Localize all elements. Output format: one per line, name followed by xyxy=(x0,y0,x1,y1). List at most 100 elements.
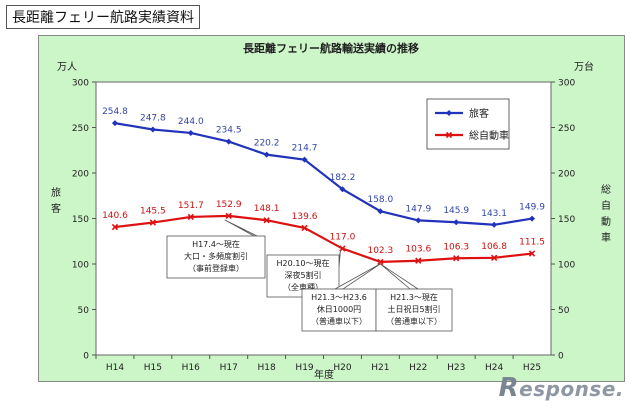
y-tick-label-left: 300 xyxy=(72,79,89,89)
data-label: 244.0 xyxy=(178,117,204,127)
annotation-text: 休日1000円 xyxy=(317,304,361,314)
data-point-passenger xyxy=(301,156,308,163)
annotation-text: H21.3～H23.6 xyxy=(311,293,367,302)
y-tick-label-right: 150 xyxy=(558,215,575,225)
data-point-vehicle xyxy=(301,224,308,232)
legend-marker xyxy=(445,131,453,139)
data-label: 148.1 xyxy=(254,204,280,214)
x-tick-label: H16 xyxy=(182,363,200,373)
y-tick-label-right: 100 xyxy=(558,261,575,271)
x-tick-label: H15 xyxy=(144,363,162,373)
legend-marker xyxy=(446,110,452,116)
x-axis-label: 年度 xyxy=(314,368,334,381)
data-label: 151.7 xyxy=(178,201,204,211)
annotation-box xyxy=(301,288,377,332)
data-point-passenger xyxy=(187,129,194,136)
y-tick-label-right: 250 xyxy=(558,124,575,134)
watermark-text: esponse. xyxy=(519,377,624,401)
y-axis-label-left: 旅客 xyxy=(51,186,61,215)
annotation-text: H17.4～現在 xyxy=(192,239,240,249)
annotation-text: （普通車以下） xyxy=(386,316,442,326)
y-tick-label-left: 0 xyxy=(83,352,89,362)
data-label: 140.6 xyxy=(102,211,128,221)
data-point-passenger xyxy=(225,138,232,145)
data-label: 139.6 xyxy=(292,212,318,222)
data-label: 106.3 xyxy=(443,242,469,252)
annotation-text: （全車種） xyxy=(283,282,323,292)
x-tick-label: H17 xyxy=(220,363,238,373)
annotation-text: H20.10～現在 xyxy=(277,258,330,268)
annotation-text: 土日祝日5割引 xyxy=(387,304,440,314)
x-tick-label: H21 xyxy=(371,363,389,373)
data-label: 234.5 xyxy=(216,126,242,136)
data-label: 214.7 xyxy=(292,144,318,154)
data-point-passenger xyxy=(415,217,422,224)
y-axis-label-right: 総自動車 xyxy=(601,183,611,244)
data-label: 254.8 xyxy=(102,107,128,117)
x-tick-label: H19 xyxy=(295,363,313,373)
legend-box xyxy=(426,98,510,150)
annotation-text: （普通車以下） xyxy=(311,316,367,326)
annotation-text: 大口・多頻度割引 xyxy=(184,251,248,261)
data-point-vehicle xyxy=(415,257,422,264)
annotation-box xyxy=(166,235,266,279)
data-label: 220.2 xyxy=(254,139,280,149)
y-tick-label-left: 250 xyxy=(72,124,89,134)
data-label: 145.9 xyxy=(443,206,469,216)
y-unit-right: 万台 xyxy=(574,60,594,73)
y-tick-label-right: 50 xyxy=(558,306,570,316)
data-point-vehicle xyxy=(490,254,498,261)
y-tick-label-right: 200 xyxy=(558,170,575,180)
data-label: 117.0 xyxy=(330,233,356,243)
data-label: 149.9 xyxy=(519,203,545,213)
series-line-1 xyxy=(114,214,533,264)
data-point-vehicle xyxy=(149,219,157,226)
x-tick-label: H14 xyxy=(106,363,124,373)
chart-area: 長距離フェリー航路輸送実績の推移万人 万台 0 0 50 50 100 100 150 150 20… xyxy=(38,35,625,382)
y-tick-label-right: 0 xyxy=(558,352,564,362)
watermark-initial: R xyxy=(498,373,520,403)
data-label: 182.2 xyxy=(330,173,356,183)
data-point-passenger xyxy=(111,120,118,127)
x-tick-label: H18 xyxy=(258,363,276,373)
watermark-logo: Response. xyxy=(499,373,624,403)
data-point-vehicle xyxy=(377,258,384,266)
annotation-box xyxy=(375,288,453,332)
x-tick-label: H23 xyxy=(447,363,465,373)
y-tick-label-right: 300 xyxy=(558,79,575,89)
annotation-text: 深夜5割引 xyxy=(284,270,321,280)
data-label: 103.6 xyxy=(405,245,431,255)
data-point-vehicle xyxy=(225,212,232,220)
data-label: 247.8 xyxy=(140,114,166,124)
x-tick-label: H25 xyxy=(523,363,541,373)
data-label: 158.0 xyxy=(367,195,393,205)
data-point-vehicle xyxy=(528,250,536,257)
data-label: 106.8 xyxy=(481,242,507,252)
data-point-passenger xyxy=(529,215,536,222)
y-tick-label-left: 150 xyxy=(72,215,89,225)
x-tick-label: H20 xyxy=(333,363,351,373)
y-tick-label-left: 200 xyxy=(72,170,89,180)
y-tick-label-left: 100 xyxy=(72,261,89,271)
data-label: 111.5 xyxy=(519,238,545,248)
chart-title: 長距離フェリー航路輸送実績の推移 xyxy=(243,41,419,55)
annotation-text: H21.3～現在 xyxy=(390,292,438,302)
data-label: 102.3 xyxy=(367,246,393,256)
data-point-passenger xyxy=(491,221,498,228)
x-tick-label: H22 xyxy=(409,363,427,373)
y-tick-label-left: 50 xyxy=(78,306,90,316)
series-line-0 xyxy=(114,122,533,226)
data-point-passenger xyxy=(149,126,156,133)
y-unit-left: 万人 xyxy=(57,61,77,73)
data-label: 143.1 xyxy=(481,209,507,219)
data-point-vehicle xyxy=(111,223,119,231)
data-point-passenger xyxy=(339,186,346,193)
data-point-passenger xyxy=(377,208,384,215)
data-point-passenger xyxy=(453,219,460,226)
data-point-vehicle xyxy=(339,245,346,252)
data-point-vehicle xyxy=(187,213,194,221)
data-point-vehicle xyxy=(453,255,460,262)
legend-label: 総自動車 xyxy=(469,129,509,142)
page-title: 長距離フェリー航路実績資料 xyxy=(6,5,200,29)
